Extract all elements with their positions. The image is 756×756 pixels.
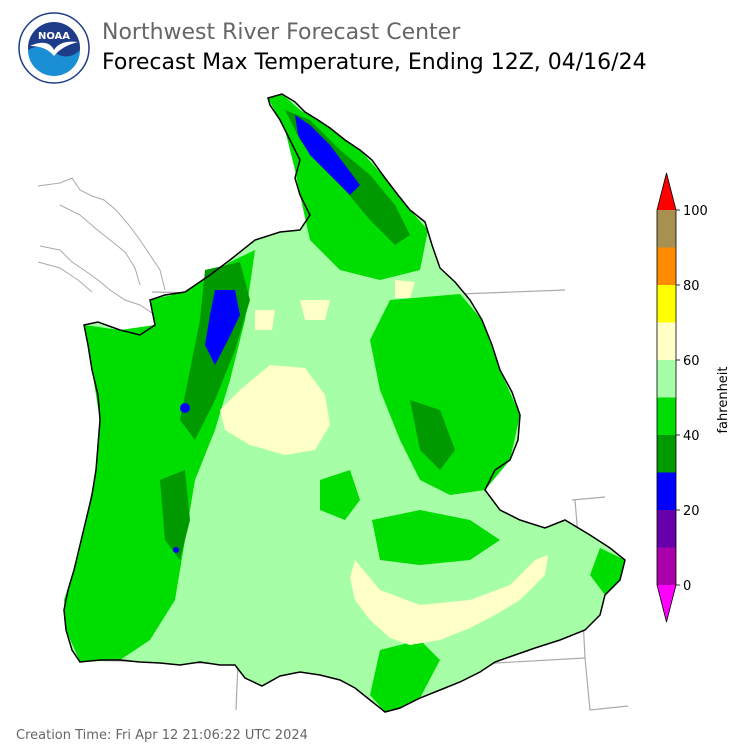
colorbar-tick-label: 80 — [683, 279, 700, 294]
basin-area — [64, 94, 625, 712]
colorbar-bin — [657, 435, 676, 473]
noaa-logo: NOAA — [18, 12, 90, 84]
coast-lines — [37, 177, 166, 316]
colorbar-label: fahrenheit — [716, 366, 731, 433]
colorbar-bin — [657, 472, 676, 510]
colorbar-bin — [657, 547, 676, 585]
org-title: Northwest River Forecast Center — [102, 20, 461, 45]
colorbar-tick-label: 100 — [683, 204, 708, 219]
basin-outline — [63, 93, 626, 713]
creation-time: Creation Time: Fri Apr 12 21:06:22 UTC 2… — [16, 728, 308, 743]
colorbar-swatches — [656, 172, 677, 623]
forecast-shading — [64, 94, 625, 712]
colorbar-ticks: 100 80 60 40 20 0 — [676, 204, 708, 594]
colorbar-bin — [657, 285, 676, 323]
colorbar-tick-label: 20 — [683, 504, 700, 519]
logo-emblem-text: NOAA — [38, 31, 70, 42]
colorbar-bin — [657, 210, 676, 248]
colorbar-bin — [657, 510, 676, 548]
colorbar-bin — [657, 397, 676, 435]
colorbar-bin — [657, 247, 676, 285]
colorbar-tick-label: 0 — [683, 579, 691, 594]
colorbar-bin — [657, 585, 676, 622]
map-title: Forecast Max Temperature, Ending 12Z, 04… — [102, 50, 647, 75]
colorbar-bin — [657, 322, 676, 360]
colorbar-tick-label: 40 — [683, 429, 700, 444]
colorbar-bin — [657, 173, 676, 210]
colorbar-bin — [657, 360, 676, 398]
colorbar-legend: 100 80 60 40 20 0 fahrenheit — [656, 172, 731, 623]
colorbar-tick-label: 60 — [683, 354, 700, 369]
